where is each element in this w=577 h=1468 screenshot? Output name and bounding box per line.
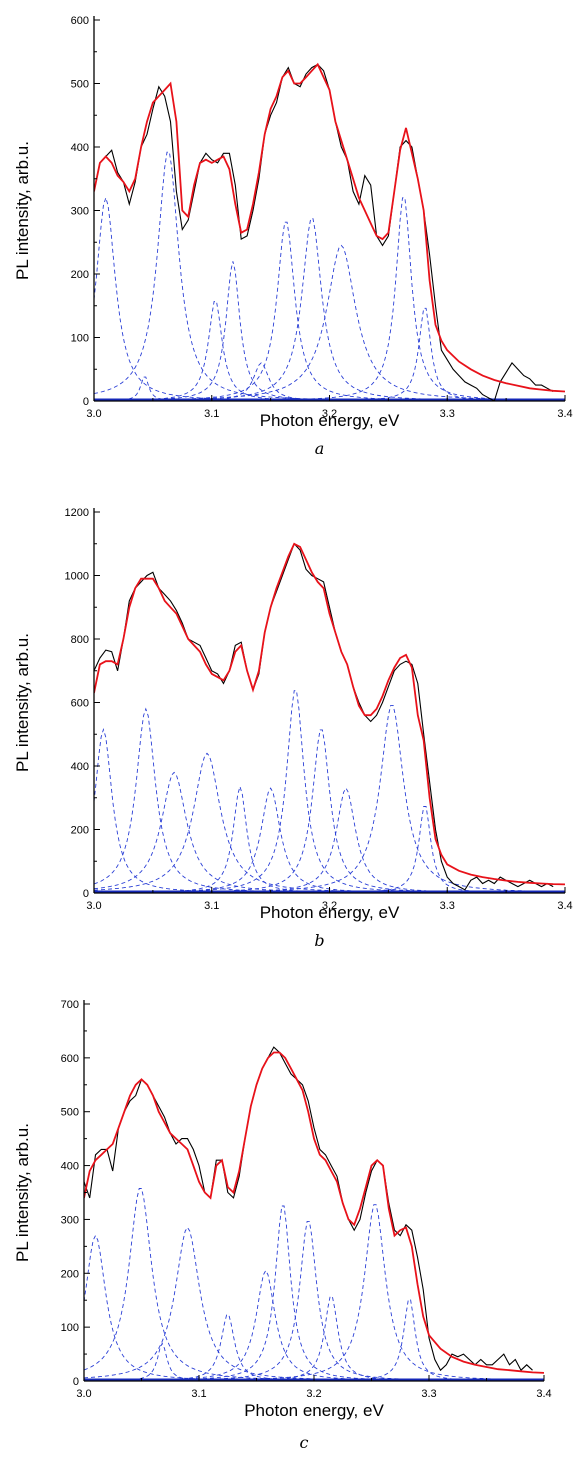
y-tick-label: 600 xyxy=(61,1053,79,1065)
y-tick-label: 700 xyxy=(61,999,79,1011)
x-tick-label: 3.0 xyxy=(86,900,101,912)
y-tick-label: 400 xyxy=(61,1161,79,1173)
y-axis-title: PL intensity, arb.u. xyxy=(13,141,32,280)
y-tick-label: 300 xyxy=(71,206,89,218)
component-peak-8 xyxy=(94,729,565,893)
component-peak-1 xyxy=(84,1234,544,1381)
component-peak-4 xyxy=(94,300,565,401)
y-tick-label: 300 xyxy=(61,1214,79,1226)
x-tick-label: 3.3 xyxy=(440,408,455,420)
chart-panel-a: 3.0 3.1 3.2 3.3 3.4 0 100 200 300 400 500 600 Photon… xyxy=(13,15,573,458)
y-tick-label: 400 xyxy=(71,761,89,773)
component-peak-3 xyxy=(94,151,565,401)
y-tick-label: 0 xyxy=(83,888,89,900)
chart-panel-b: 3.0 3.1 3.2 3.3 3.4 0 200 400 600 800 1000 1200 Phot… xyxy=(13,507,573,950)
fitted-curve-line xyxy=(94,542,565,886)
measured-spectrum-line xyxy=(84,1046,533,1372)
component-peak-11 xyxy=(94,806,565,893)
panel-label: b xyxy=(314,931,324,950)
x-tick-label: 3.0 xyxy=(76,1388,91,1400)
component-peak-10 xyxy=(94,197,565,401)
x-tick-label: 3.3 xyxy=(440,900,455,912)
component-peak-8 xyxy=(84,1220,544,1381)
x-tick-label: 3.2 xyxy=(322,408,337,420)
plot-area xyxy=(84,1046,544,1381)
x-tick-label: 3.1 xyxy=(204,408,219,420)
measured-spectrum-line xyxy=(94,63,554,401)
x-tick-label: 3.1 xyxy=(204,900,219,912)
fitted-curve-line xyxy=(94,62,565,393)
plot-area xyxy=(94,542,565,893)
component-peak-1 xyxy=(94,727,565,893)
x-tick-label: 3.1 xyxy=(191,1388,206,1400)
y-tick-label: 500 xyxy=(61,1107,79,1119)
component-peak-10 xyxy=(94,704,565,893)
x-axis-title: Photon energy, eV xyxy=(244,1401,384,1420)
component-peak-2 xyxy=(84,1188,544,1381)
x-tick-label: 3.0 xyxy=(86,408,101,420)
x-tick-label: 3.4 xyxy=(557,900,572,912)
x-tick-label: 3.3 xyxy=(421,1388,436,1400)
fitted-curve-line xyxy=(84,1051,544,1374)
x-tick-label: 3.4 xyxy=(536,1388,551,1400)
component-peak-11 xyxy=(94,307,565,401)
component-peak-4 xyxy=(84,1226,544,1381)
y-axis-title: PL intensity, arb.u. xyxy=(13,633,32,772)
y-tick-label: 1200 xyxy=(65,507,89,519)
component-peak-2 xyxy=(94,707,565,893)
y-tick-label: 200 xyxy=(61,1268,79,1280)
plot-area xyxy=(94,62,565,401)
y-tick-label: 400 xyxy=(71,142,89,154)
component-peak-4 xyxy=(94,752,565,893)
component-peak-7 xyxy=(84,1205,544,1381)
component-peak-10 xyxy=(84,1204,544,1381)
chart-panel-c: 3.0 3.1 3.2 3.3 3.4 0 100 200 300 400 500 600 700 Pho… xyxy=(13,999,552,1452)
x-axis-title: Photon energy, eV xyxy=(260,903,400,922)
panel-label: c xyxy=(300,1433,309,1452)
component-peak-9 xyxy=(94,244,565,401)
component-peak-7 xyxy=(94,221,565,401)
x-tick-label: 3.2 xyxy=(306,1388,321,1400)
y-tick-label: 200 xyxy=(71,269,89,281)
x-tick-label: 3.2 xyxy=(322,900,337,912)
component-peak-8 xyxy=(94,218,565,401)
y-tick-label: 600 xyxy=(71,698,89,710)
panel-label: a xyxy=(315,439,325,458)
component-peak-1 xyxy=(94,196,565,401)
y-tick-label: 600 xyxy=(71,15,89,27)
y-tick-label: 0 xyxy=(73,1376,79,1388)
x-axis-title: Photon energy, eV xyxy=(260,411,400,430)
y-axis-title: PL intensity, arb.u. xyxy=(13,1123,32,1262)
y-tick-label: 100 xyxy=(71,333,89,345)
y-tick-label: 200 xyxy=(71,825,89,837)
y-tick-label: 1000 xyxy=(65,571,89,583)
y-tick-label: 100 xyxy=(61,1322,79,1334)
y-tick-label: 0 xyxy=(83,396,89,408)
measured-spectrum-line xyxy=(94,542,554,891)
x-tick-label: 3.4 xyxy=(557,408,572,420)
y-tick-label: 500 xyxy=(71,79,89,91)
y-tick-label: 800 xyxy=(71,634,89,646)
component-peak-11 xyxy=(84,1299,544,1381)
component-peak-9 xyxy=(84,1296,544,1381)
